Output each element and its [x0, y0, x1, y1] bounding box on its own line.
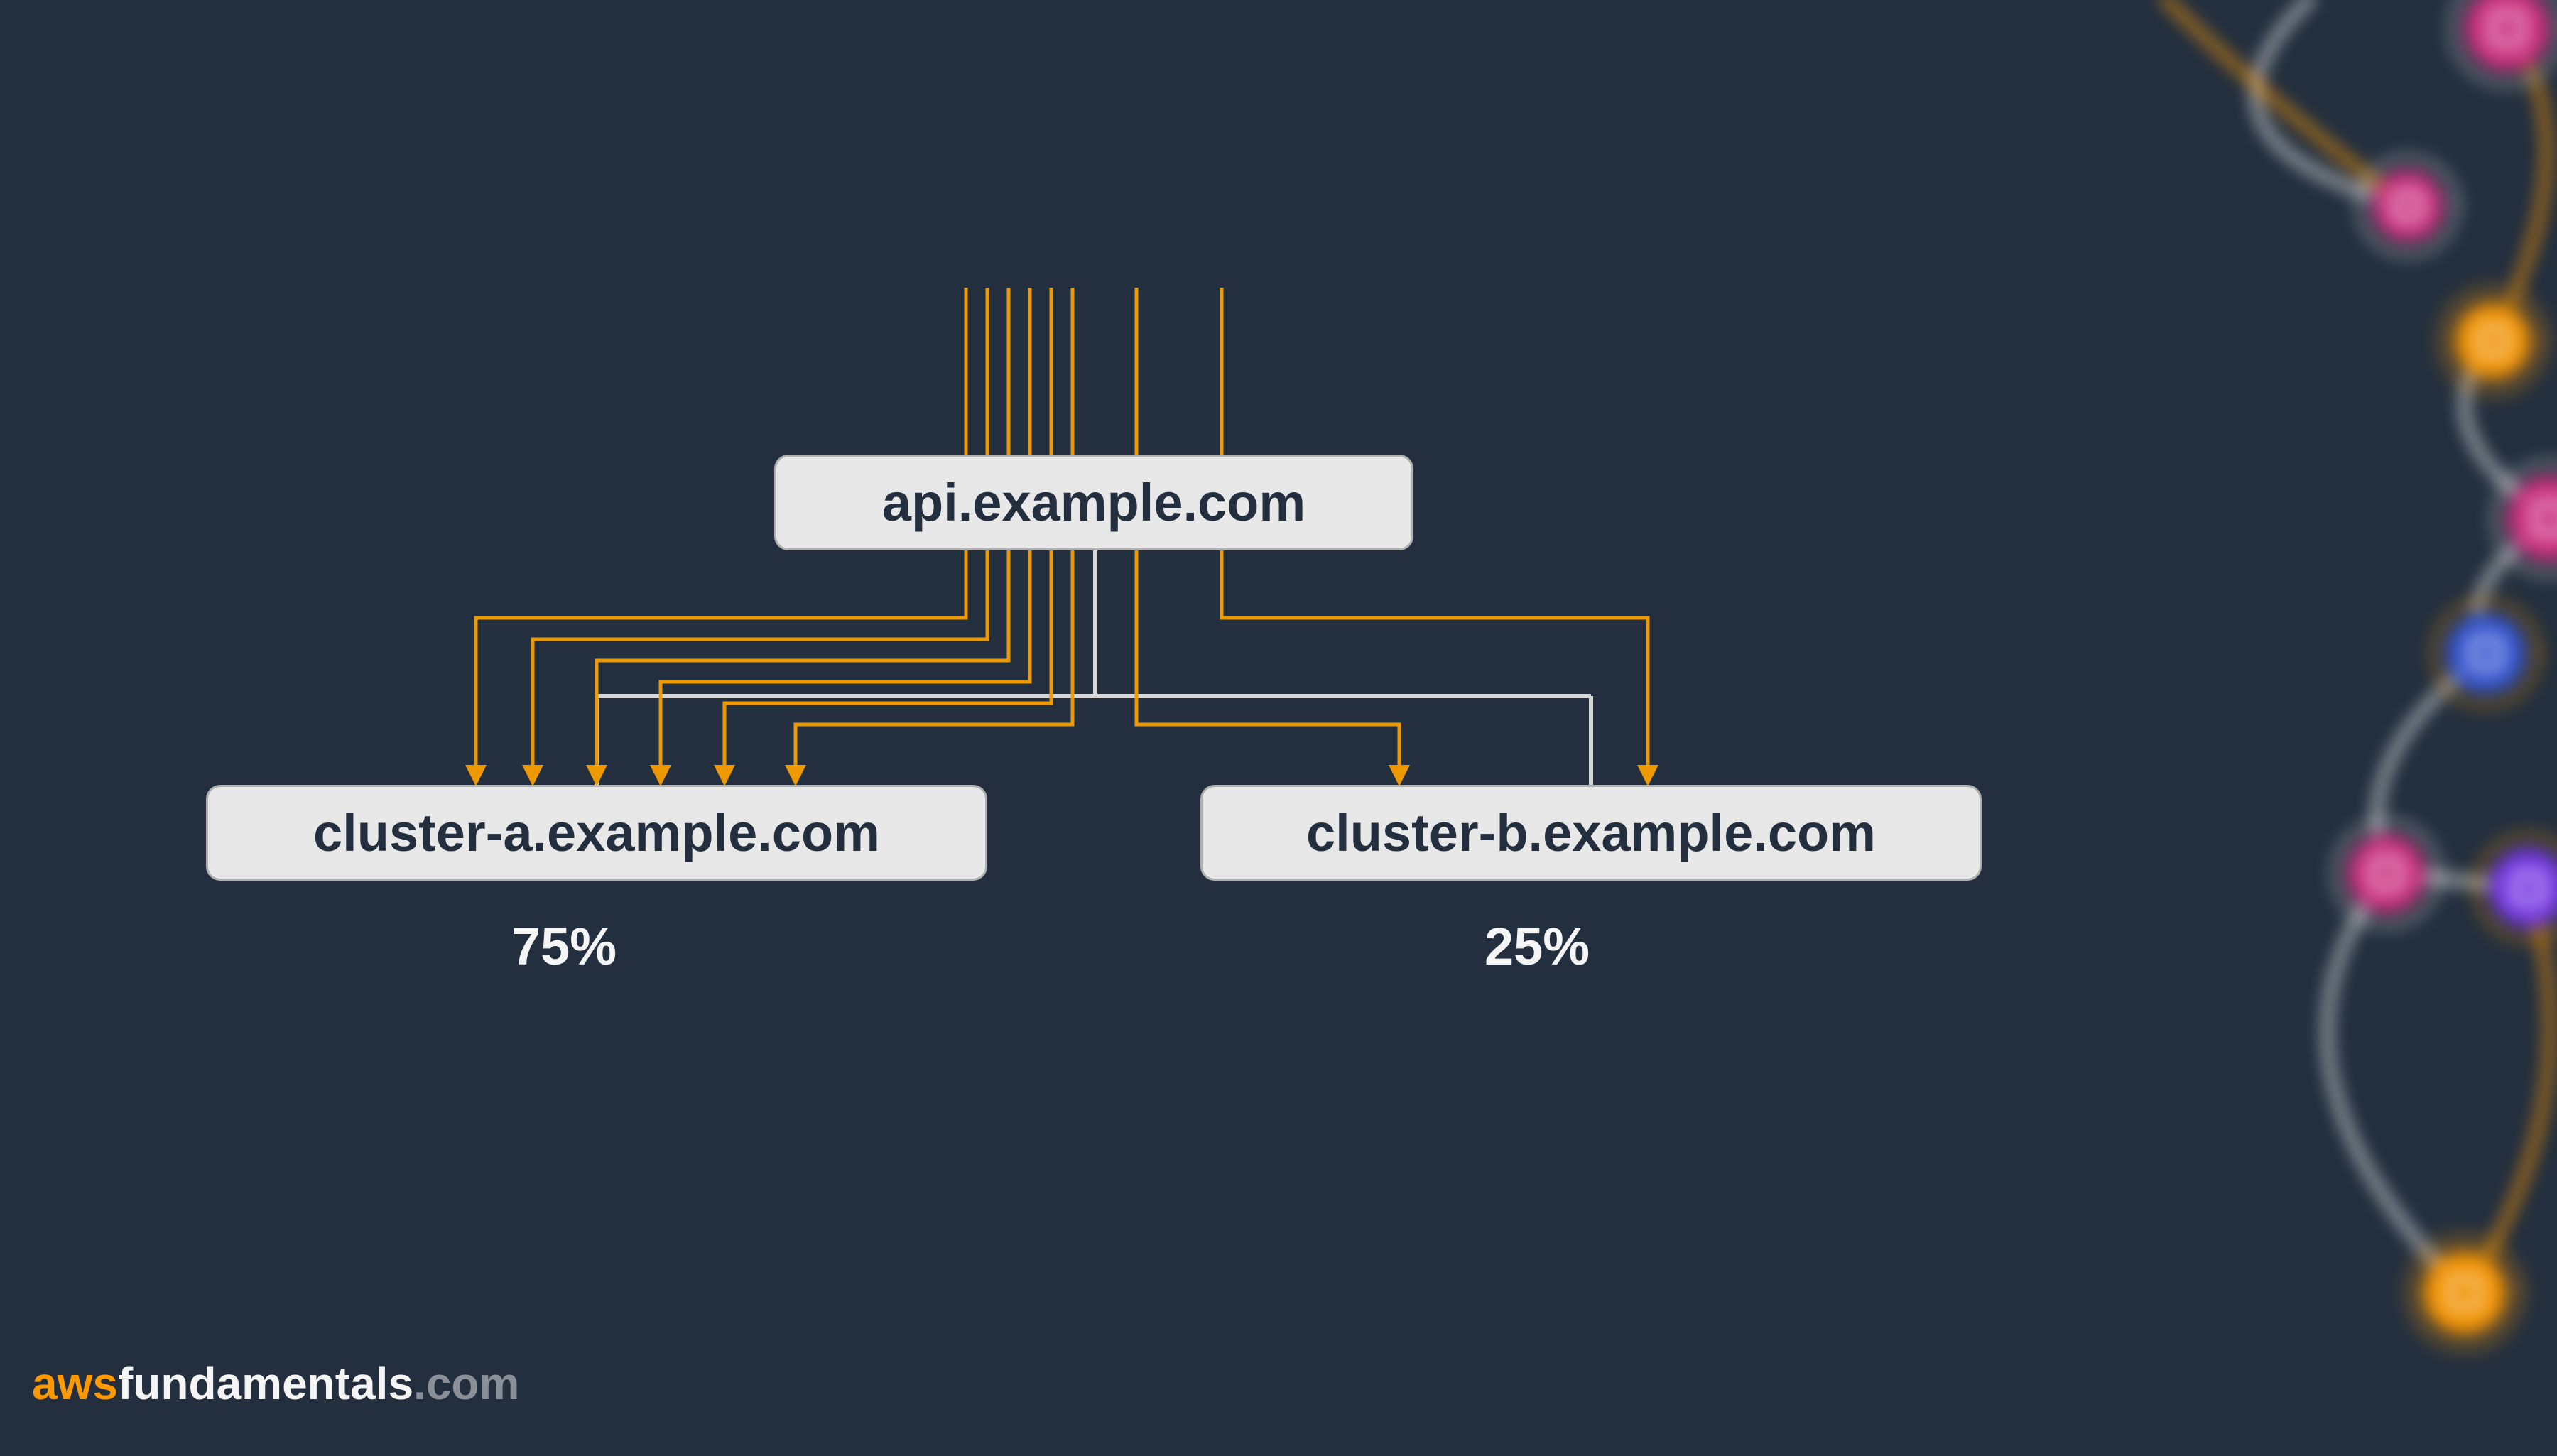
cluster-a-node: cluster-a.example.com — [206, 785, 987, 881]
api-node-label: api.example.com — [882, 472, 1305, 533]
cluster-b-node-label: cluster-b.example.com — [1306, 803, 1876, 863]
cluster-b-node: cluster-b.example.com — [1200, 785, 1982, 881]
cluster-b-percentage: 25% — [1484, 916, 1590, 977]
footer-link: awsfundamentals.com — [32, 1357, 519, 1410]
cluster-a-percentage: 75% — [511, 916, 617, 977]
decorative-network — [1953, 0, 2557, 1456]
cluster-a-node-label: cluster-a.example.com — [313, 803, 880, 863]
api-node: api.example.com — [774, 455, 1413, 550]
